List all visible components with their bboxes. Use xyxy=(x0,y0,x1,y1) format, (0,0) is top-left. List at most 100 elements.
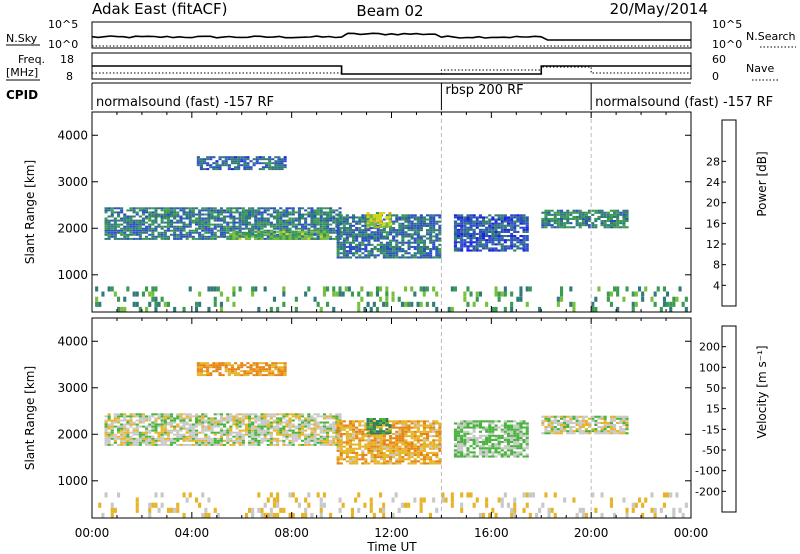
velocity-cell-0 xyxy=(263,439,267,442)
power-cell-3 xyxy=(385,250,389,253)
power-cell-1 xyxy=(269,230,273,233)
power-cell-2 xyxy=(227,158,231,161)
velocity-cell-4 xyxy=(525,438,529,441)
power-cell-0 xyxy=(179,237,183,240)
velocity-cell-2 xyxy=(352,430,356,433)
velocity-cell-5 xyxy=(547,426,551,429)
power-cell-5 xyxy=(485,243,489,246)
power-cell-3 xyxy=(419,229,423,232)
power-cell-3 xyxy=(361,229,365,232)
velocity-cell-1 xyxy=(203,362,207,365)
velocity-cell-4 xyxy=(460,424,464,427)
power-cell-0 xyxy=(163,207,167,210)
power-cell-7 xyxy=(207,306,211,312)
power-cell-7 xyxy=(207,286,211,292)
velocity-cell-0 xyxy=(201,421,205,424)
power-cell-5 xyxy=(525,220,529,223)
power-cell-2 xyxy=(230,162,234,165)
power-cell-3 xyxy=(395,220,399,223)
velocity-cell-5 xyxy=(609,426,613,429)
power-cell-3 xyxy=(419,235,423,238)
velocity-cell-0 xyxy=(260,439,264,442)
velocity-cell-2 xyxy=(367,447,371,450)
power-cell-3 xyxy=(358,241,362,244)
velocity-cell-0 xyxy=(285,413,289,416)
velocity-cell-5 xyxy=(544,430,548,433)
velocity-cell-0 xyxy=(195,443,199,446)
power-cell-0 xyxy=(104,237,108,240)
power-cell-1 xyxy=(282,232,286,236)
power-cell-0 xyxy=(226,207,230,210)
power-cell-5 xyxy=(500,247,504,250)
power-cell-7 xyxy=(251,286,255,292)
power-cell-2 xyxy=(243,156,247,159)
power-cell-1 xyxy=(248,237,252,240)
power-cell-3 xyxy=(389,252,393,255)
power-cell-7 xyxy=(669,306,673,312)
velocity-cell-0 xyxy=(173,429,177,432)
velocity-cell-0 xyxy=(163,415,167,418)
power-cell-6 xyxy=(581,220,585,223)
power-cell-6 xyxy=(609,213,613,216)
power-cell-3 xyxy=(358,220,362,223)
power-cell-3 xyxy=(345,214,349,217)
velocity-cell-0 xyxy=(310,437,314,440)
velocity-cell-0 xyxy=(282,443,286,446)
power-cell-3 xyxy=(404,231,408,234)
power-cell-7 xyxy=(366,291,370,297)
power-cell-6 xyxy=(578,217,582,220)
power-cell-6 xyxy=(584,211,588,214)
velocity-cell-4 xyxy=(453,443,457,446)
power-cell-3 xyxy=(398,250,402,253)
velocity-cell-0 xyxy=(191,433,195,436)
power-cell-2 xyxy=(221,164,225,167)
velocity-cell-0 xyxy=(297,427,301,430)
power-cell-3 xyxy=(342,250,346,253)
velocity-cell-1 xyxy=(265,364,269,367)
power-cell-0 xyxy=(173,213,177,216)
power-cell-0 xyxy=(310,213,314,216)
power-cell-3 xyxy=(361,239,365,242)
velocity-cell-4 xyxy=(497,441,501,444)
velocity-cell-0 xyxy=(104,431,108,434)
power-cell-7 xyxy=(641,296,645,302)
power-cell-0 xyxy=(148,215,152,218)
power-cell-6 xyxy=(566,226,570,229)
power-cell-0 xyxy=(132,221,136,224)
power-cell-2 xyxy=(209,166,213,169)
velocity-cell-2 xyxy=(429,430,433,433)
velocity-cell-2 xyxy=(358,439,362,442)
velocity-cell-2 xyxy=(419,430,423,433)
velocity-cell-0 xyxy=(129,419,133,422)
velocity-cell-0 xyxy=(310,417,314,420)
velocity-cell-0 xyxy=(151,435,155,438)
power-cell-0 xyxy=(129,207,133,210)
velocity-cell-5 xyxy=(600,428,604,431)
power-cell-6 xyxy=(544,222,548,225)
velocity-cell-0 xyxy=(195,433,199,436)
velocity-cell-4 xyxy=(488,430,492,433)
power-cell-7 xyxy=(210,286,214,292)
velocity-cell-2 xyxy=(429,426,433,429)
power-cell-2 xyxy=(252,164,256,167)
velocity-cell-5 xyxy=(584,428,588,431)
power-cell-0 xyxy=(176,207,180,210)
power-cell-5 xyxy=(469,214,473,217)
power-cell-4 xyxy=(379,224,383,227)
colorbar-tick-label: 4 xyxy=(713,279,720,292)
power-cell-5 xyxy=(463,228,467,231)
velocity-cell-3 xyxy=(388,430,392,433)
power-cell-6 xyxy=(600,213,604,216)
velocity-cell-5 xyxy=(581,419,585,422)
power-cell-5 xyxy=(513,214,517,217)
velocity-cell-2 xyxy=(361,456,365,459)
velocity-cell-0 xyxy=(117,415,121,418)
velocity-cell-0 xyxy=(104,443,108,446)
velocity-cell-2 xyxy=(339,454,343,457)
velocity-cell-1 xyxy=(237,366,241,369)
power-cell-6 xyxy=(594,209,598,212)
power-cell-3 xyxy=(416,233,420,236)
power-cell-0 xyxy=(151,219,155,222)
velocity-cell-2 xyxy=(413,449,417,452)
velocity-cell-0 xyxy=(210,419,214,422)
